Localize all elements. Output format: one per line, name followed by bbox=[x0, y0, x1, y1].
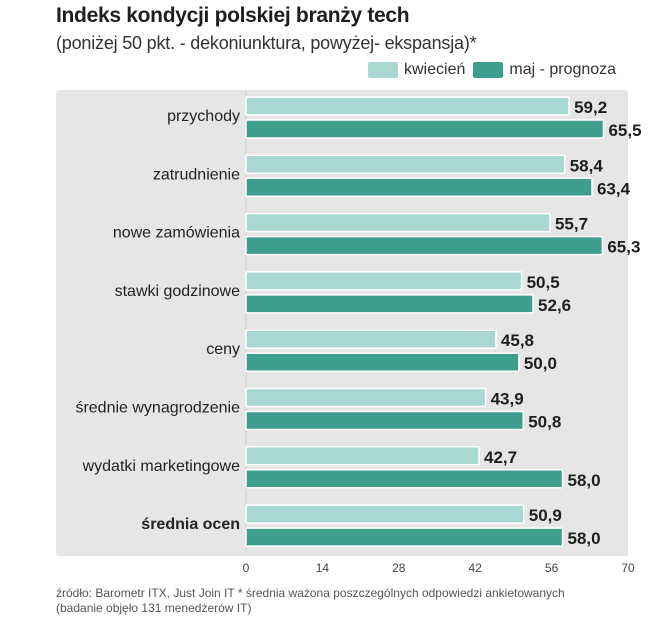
data-label: 63,4 bbox=[597, 179, 631, 198]
category-label: ceny bbox=[206, 341, 240, 358]
data-label: 58,0 bbox=[568, 471, 601, 490]
x-tick-label: 28 bbox=[392, 561, 406, 575]
bar-maj bbox=[245, 410, 524, 431]
data-label: 50,8 bbox=[528, 413, 561, 432]
category-label: nowe zamówienia bbox=[113, 225, 240, 242]
chart-subtitle: (poniżej 50 pkt. - dekoniunktura, powyże… bbox=[56, 33, 477, 53]
bar-kwiecien bbox=[245, 96, 570, 116]
bar-maj bbox=[245, 352, 520, 372]
footnote-source: źródło: Barometr ITX, Just Join IT * śre… bbox=[56, 586, 565, 600]
data-label: 43,9 bbox=[491, 390, 524, 409]
category-label: zatrudnienie bbox=[153, 166, 240, 183]
footnote-note: (badanie objęło 131 menedżerów IT) bbox=[56, 601, 252, 615]
footnote: źródło: Barometr ITX, Just Join IT * śre… bbox=[56, 586, 656, 616]
data-label: 50,0 bbox=[524, 354, 557, 373]
legend-swatch-kwiecien bbox=[368, 62, 398, 78]
legend-item-kwiecien: kwiecień bbox=[368, 61, 465, 79]
legend-label-maj: maj - prognoza bbox=[509, 61, 617, 78]
bar-kwiecien bbox=[245, 329, 497, 349]
data-label: 59,2 bbox=[574, 98, 607, 117]
category-label: wydatki marketingowe bbox=[82, 458, 241, 475]
data-label: 58,0 bbox=[568, 529, 601, 548]
data-label: 42,7 bbox=[484, 448, 517, 467]
category-label: średnia ocen bbox=[141, 516, 240, 533]
data-label: 65,3 bbox=[607, 238, 640, 257]
data-label: 58,4 bbox=[570, 156, 604, 175]
x-tick-label: 14 bbox=[316, 561, 330, 575]
bar-chart: przychody 59,265,5 zatrudnienie 58,4 63,4 now… bbox=[75, 91, 642, 575]
bar-kwiecien bbox=[245, 154, 566, 175]
data-label: 55,7 bbox=[555, 215, 588, 234]
bar-maj bbox=[245, 177, 593, 198]
x-tick-label: 56 bbox=[545, 561, 559, 575]
data-label: 50,5 bbox=[527, 273, 560, 292]
bar-maj bbox=[245, 119, 605, 139]
category-label: przychody bbox=[167, 108, 240, 125]
x-tick-label: 42 bbox=[469, 561, 483, 575]
bar-maj bbox=[245, 469, 564, 489]
data-label: 52,6 bbox=[538, 296, 571, 315]
bar-maj bbox=[245, 294, 534, 314]
x-tick-label: 70 bbox=[621, 561, 635, 575]
legend-item-maj: maj - prognoza bbox=[473, 61, 616, 79]
bar-maj bbox=[245, 235, 604, 256]
bar-kwiecien bbox=[245, 504, 525, 524]
bar-kwiecien bbox=[245, 271, 523, 291]
data-label: 45,8 bbox=[501, 331, 534, 350]
x-tick-label: 0 bbox=[243, 561, 250, 575]
bar-kwiecien bbox=[245, 387, 487, 408]
bar-kwiecien bbox=[245, 212, 551, 233]
category-label: średnie wynagrodzenie bbox=[75, 400, 240, 417]
legend: kwiecień maj - prognoza bbox=[368, 61, 616, 79]
chart-title: Indeks kondycji polskiej branży tech bbox=[56, 4, 410, 27]
category-label: stawki godzinowe bbox=[115, 283, 241, 300]
legend-swatch-maj bbox=[473, 62, 504, 78]
bar-maj bbox=[245, 527, 564, 547]
data-label: 50,9 bbox=[529, 506, 562, 525]
legend-label-kwiecien: kwiecień bbox=[404, 61, 466, 78]
data-label: 65,5 bbox=[608, 121, 641, 140]
bar-kwiecien bbox=[245, 446, 480, 466]
